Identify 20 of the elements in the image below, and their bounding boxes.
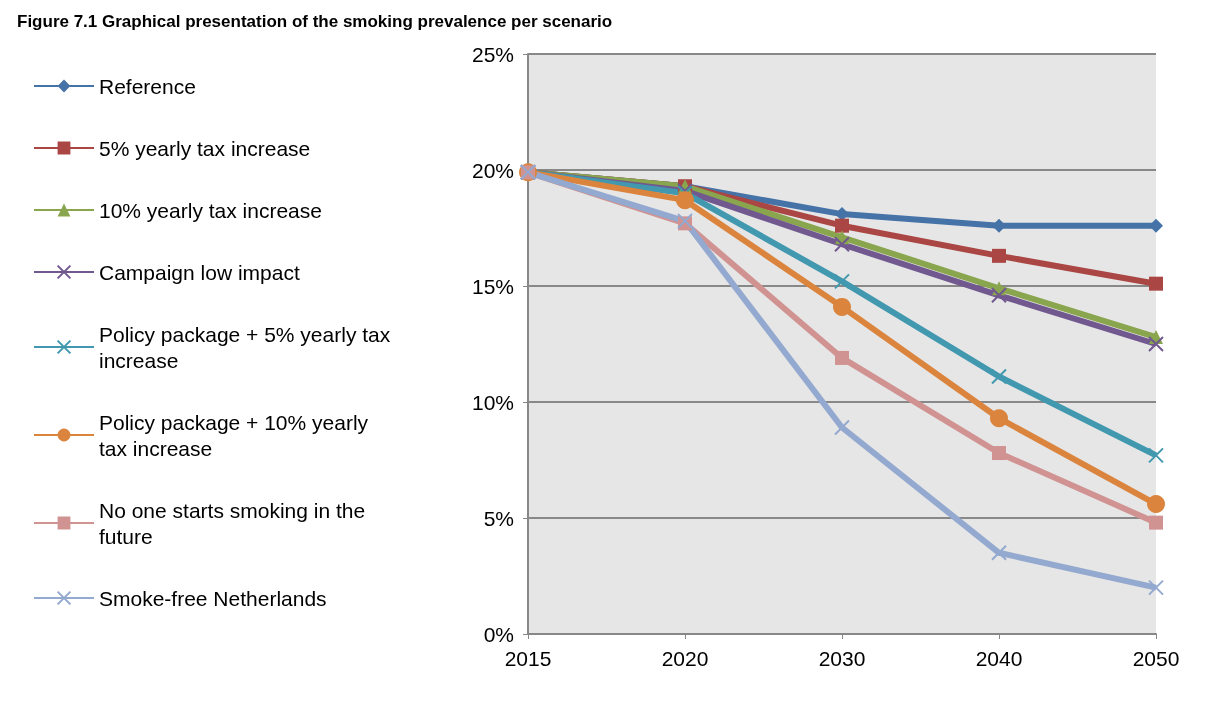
y-tick-label: 25% [471, 42, 514, 66]
legend-label: 10% yearly tax increase [99, 198, 322, 222]
x-tick-label: 2040 [975, 647, 1023, 670]
legend-label: 5% yearly tax increase [99, 136, 311, 160]
legend-label: Reference [99, 74, 196, 98]
y-tick-label: 15% [471, 274, 514, 298]
x-tick-label: 2030 [818, 647, 866, 670]
legend-label: No one starts smoking in the future [99, 498, 371, 548]
x-tick-label: 2050 [1132, 647, 1180, 670]
legend-label: Smoke-free Netherlands [99, 586, 327, 610]
y-tick-label: 10% [471, 390, 514, 414]
legend-label: Campaign low impact [99, 260, 300, 284]
legend-label: Policy package + 5% yearly tax increase [99, 322, 397, 372]
x-tick-label: 2015 [504, 647, 552, 670]
legend-label: Policy package + 10% yearly tax increase [99, 410, 374, 460]
y-tick-label: 20% [471, 158, 514, 182]
x-tick-label: 2020 [661, 647, 709, 670]
y-tick-label: 0% [483, 622, 514, 646]
text: Figure 7.1 Graphical presentation of the smoking prevalence per scenario [17, 12, 613, 31]
y-tick-label: 5% [483, 506, 514, 530]
